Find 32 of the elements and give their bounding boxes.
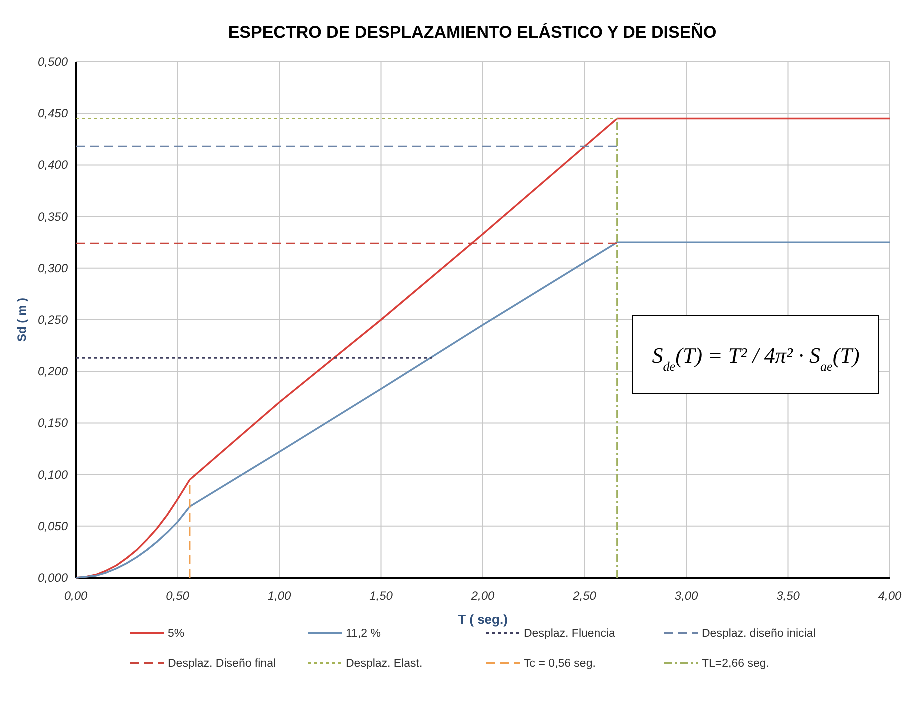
x-tick-label: 2,00 [470, 589, 495, 603]
x-tick-label: 3,50 [776, 589, 800, 603]
y-tick-label: 0,250 [38, 313, 68, 327]
legend-label: TL=2,66 seg. [702, 658, 770, 670]
chart-title: ESPECTRO DE DESPLAZAMIENTO ELÁSTICO Y DE DISEÑO [228, 22, 717, 42]
y-tick-label: 0,400 [38, 158, 68, 172]
y-tick-label: 0,150 [38, 416, 68, 430]
legend-label: Desplaz. Elast. [346, 658, 423, 670]
legend-label: Desplaz. diseño inicial [702, 628, 816, 640]
annotation: S$_{de}$(T) = T² / 4π² · S$_{ae}$(T) [652, 343, 860, 374]
y-tick-label: 0,450 [38, 106, 68, 121]
legend-label: Desplaz. Diseño final [168, 658, 276, 670]
y-tick-label: 0,500 [38, 55, 68, 69]
y-tick-label: 0,200 [38, 364, 68, 379]
legend-label: Desplaz. Fluencia [524, 628, 616, 640]
x-tick-label: 2,50 [572, 589, 597, 603]
x-tick-label: 0,50 [166, 589, 190, 603]
x-tick-label: 0,00 [64, 589, 88, 603]
y-tick-label: 0,350 [38, 210, 68, 224]
y-tick-label: 0,050 [38, 519, 68, 534]
legend-label: 5% [168, 628, 185, 640]
x-tick-label: 3,00 [674, 589, 698, 603]
x-axis-title: T ( seg.) [458, 612, 508, 627]
x-tick-label: 4,00 [878, 589, 902, 603]
legend-label: 11,2 % [346, 628, 381, 640]
y-tick-label: 0,300 [38, 261, 68, 276]
y-axis-title: Sd ( m ) [15, 298, 29, 342]
y-tick-label: 0,100 [38, 468, 68, 482]
x-tick-label: 1,50 [370, 589, 394, 603]
y-tick-label: 0,000 [38, 571, 68, 585]
x-tick-label: 1,00 [268, 589, 292, 603]
legend-label: Tc = 0,56 seg. [524, 658, 596, 670]
